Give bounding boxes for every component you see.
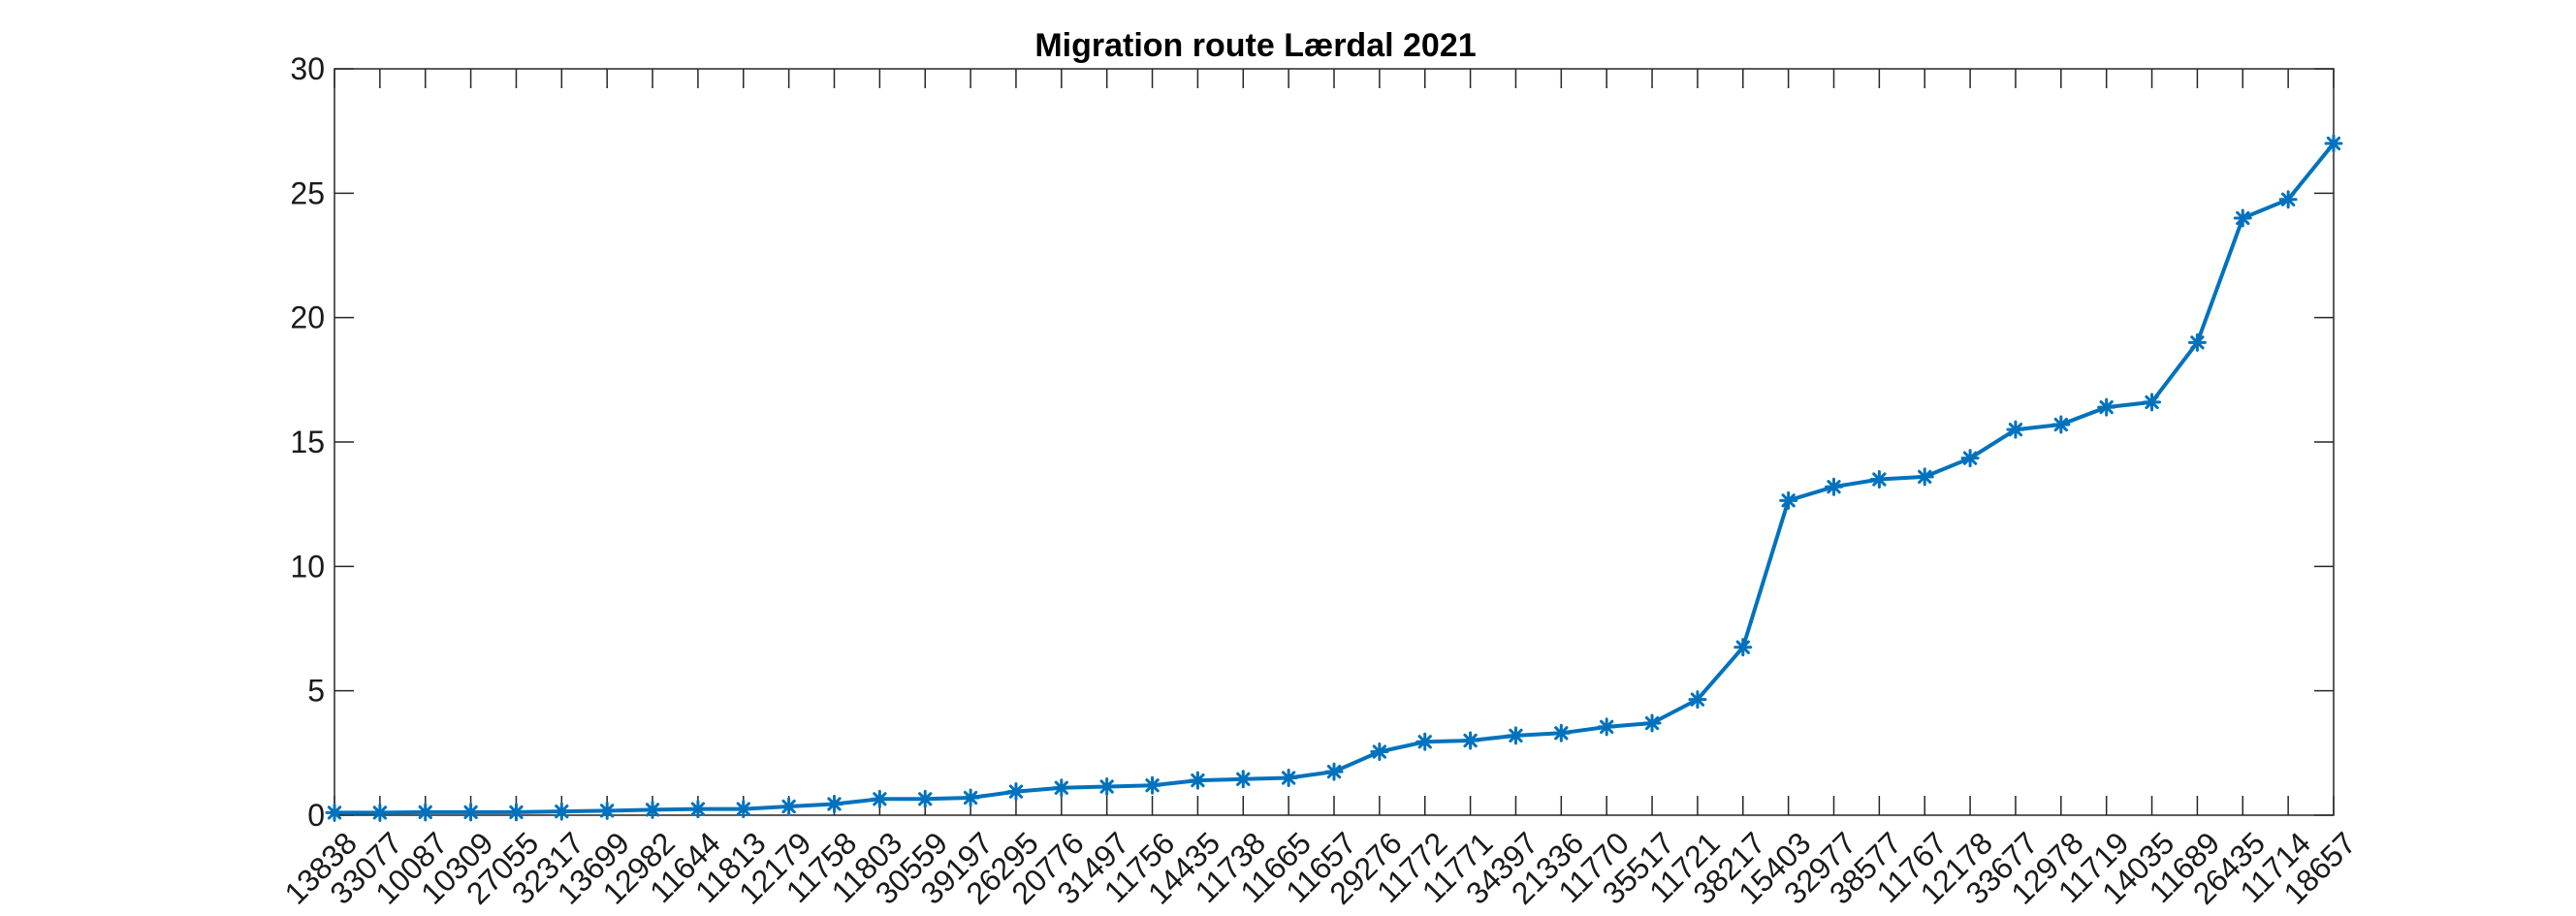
data-point bbox=[2143, 393, 2162, 412]
data-point bbox=[1551, 723, 1571, 742]
data-point bbox=[597, 801, 617, 820]
data-point bbox=[552, 802, 571, 821]
data-point bbox=[325, 803, 344, 822]
data-point bbox=[1461, 731, 1480, 750]
data-point bbox=[1052, 778, 1071, 798]
data-point bbox=[779, 797, 799, 816]
data-point bbox=[2233, 208, 2252, 228]
data-point bbox=[825, 794, 843, 813]
data-point bbox=[1006, 782, 1026, 802]
chart-title: Migration route Lærdal 2021 bbox=[1034, 27, 1476, 64]
y-tick-label: 20 bbox=[290, 300, 325, 335]
data-point bbox=[1869, 470, 1889, 489]
data-point bbox=[1915, 467, 1934, 487]
data-point bbox=[1279, 769, 1298, 787]
data-point bbox=[1642, 713, 1662, 733]
data-point bbox=[2097, 397, 2116, 417]
data-point bbox=[915, 789, 935, 808]
data-point bbox=[1597, 717, 1616, 737]
y-tick-label: 25 bbox=[290, 175, 325, 210]
data-point bbox=[1960, 449, 1980, 468]
data-point bbox=[1415, 732, 1435, 751]
data-point bbox=[1733, 638, 1753, 657]
data-point bbox=[961, 788, 980, 807]
data-point bbox=[2278, 190, 2298, 209]
y-tick-label: 15 bbox=[290, 425, 325, 459]
y-tick-label: 0 bbox=[307, 798, 325, 833]
data-point bbox=[2006, 420, 2025, 439]
data-point bbox=[2324, 134, 2343, 153]
data-point bbox=[2187, 332, 2207, 352]
data-point bbox=[1688, 690, 1707, 710]
data-point bbox=[1370, 742, 1389, 762]
data-point bbox=[506, 803, 525, 822]
data-point bbox=[643, 800, 662, 819]
y-axis: 0 5 10 15 20 25 30 bbox=[290, 51, 2334, 833]
series-line-group bbox=[325, 134, 2343, 822]
data-point bbox=[1143, 775, 1162, 795]
data-point bbox=[416, 803, 435, 822]
data-point bbox=[1097, 776, 1117, 796]
data-point bbox=[1506, 726, 1525, 745]
data-point bbox=[734, 800, 753, 819]
y-tick-label: 30 bbox=[290, 51, 325, 86]
data-point bbox=[688, 800, 708, 819]
data-point bbox=[1779, 490, 1798, 510]
data-point bbox=[1324, 762, 1344, 781]
data-point bbox=[370, 803, 390, 822]
plot-area bbox=[334, 68, 2335, 816]
y-tick-label: 10 bbox=[290, 549, 325, 584]
data-point bbox=[1233, 770, 1253, 789]
data-point bbox=[870, 789, 889, 808]
data-point bbox=[461, 803, 481, 822]
data-point bbox=[1188, 771, 1207, 790]
data-point bbox=[1825, 477, 1843, 496]
y-tick-label: 5 bbox=[307, 674, 325, 709]
data-point bbox=[2051, 415, 2071, 434]
